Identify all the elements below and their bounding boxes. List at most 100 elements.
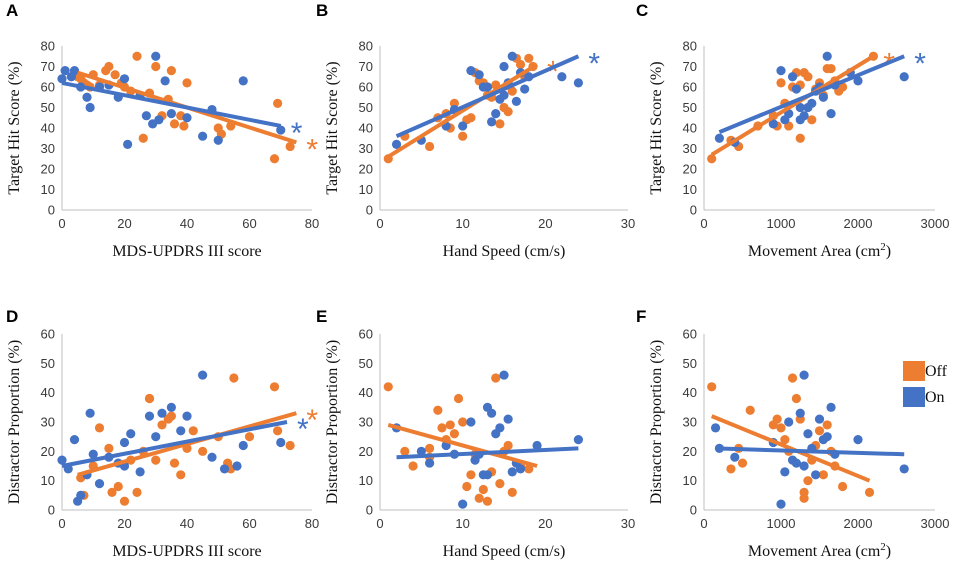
data-point bbox=[166, 109, 176, 119]
y-tick-label: 50 bbox=[41, 100, 55, 115]
x-tick-label: 1000 bbox=[767, 216, 796, 231]
data-point bbox=[899, 464, 909, 474]
data-point bbox=[807, 115, 817, 125]
data-point bbox=[814, 414, 825, 424]
data-point bbox=[458, 121, 468, 131]
data-point bbox=[780, 467, 790, 477]
data-point bbox=[219, 464, 230, 474]
x-tick-label: 60 bbox=[242, 216, 256, 231]
data-point bbox=[503, 107, 513, 117]
y-axis-label: Distractor Proportion (%) bbox=[648, 340, 665, 504]
data-point bbox=[425, 458, 435, 468]
data-point bbox=[515, 464, 526, 474]
data-point bbox=[244, 432, 255, 442]
y-tick-label: 30 bbox=[683, 415, 697, 430]
y-tick-label: 40 bbox=[683, 385, 697, 400]
data-point bbox=[791, 393, 802, 404]
data-point bbox=[449, 429, 459, 439]
trendline-on bbox=[718, 54, 905, 134]
y-tick-label: 60 bbox=[683, 80, 697, 95]
x-tick-label: 3000 bbox=[921, 216, 950, 231]
data-point bbox=[776, 78, 786, 88]
data-point bbox=[269, 382, 280, 392]
data-point bbox=[511, 96, 521, 106]
data-point bbox=[487, 117, 497, 127]
y-tick-label: 30 bbox=[683, 141, 697, 156]
data-point bbox=[795, 408, 805, 418]
significance-star-on: * bbox=[588, 47, 600, 80]
data-point bbox=[515, 59, 526, 70]
y-tick-label: 30 bbox=[359, 141, 373, 156]
series-on-points bbox=[57, 51, 286, 149]
trendline-off bbox=[77, 411, 297, 477]
data-point bbox=[726, 464, 736, 474]
data-point bbox=[838, 481, 848, 492]
data-point bbox=[85, 408, 95, 418]
data-point bbox=[491, 109, 501, 119]
data-point bbox=[791, 84, 802, 94]
data-point bbox=[154, 115, 164, 125]
y-tick-label: 20 bbox=[683, 444, 697, 459]
data-point bbox=[495, 479, 505, 489]
data-point bbox=[780, 435, 790, 445]
y-tick-label: 60 bbox=[683, 327, 697, 342]
data-point bbox=[707, 382, 717, 392]
panel-label: B bbox=[316, 1, 328, 20]
y-tick-label: 70 bbox=[359, 59, 373, 74]
data-point bbox=[437, 423, 447, 433]
data-point bbox=[524, 464, 534, 474]
y-tick-label: 20 bbox=[359, 162, 373, 177]
data-point bbox=[710, 423, 721, 433]
trendline-off bbox=[710, 414, 871, 483]
y-tick-label: 40 bbox=[683, 121, 697, 136]
data-point bbox=[787, 72, 798, 82]
data-point bbox=[822, 420, 832, 430]
legend-swatch-on bbox=[903, 387, 925, 407]
panel-a: A 0 10 20 30 40 50 60 70 80 0 20 40 60 80 MDS-UPDRS III… bbox=[6, 1, 319, 260]
legend: Off On bbox=[903, 361, 948, 407]
data-point bbox=[478, 82, 488, 92]
y-axis-label: Target Hit Score (%) bbox=[6, 61, 23, 194]
data-point bbox=[169, 458, 180, 468]
data-point bbox=[151, 455, 161, 465]
y-tick-label: 0 bbox=[48, 503, 55, 518]
data-point bbox=[772, 414, 782, 424]
y-tick-label: 60 bbox=[359, 80, 373, 95]
data-point bbox=[176, 426, 186, 436]
data-point bbox=[776, 499, 786, 509]
trendline-off bbox=[387, 423, 538, 468]
x-tick-label: 0 bbox=[700, 216, 707, 231]
data-point bbox=[176, 470, 186, 480]
data-point bbox=[119, 74, 130, 84]
x-tick-label: 0 bbox=[58, 216, 65, 231]
data-point bbox=[453, 393, 464, 404]
data-point bbox=[433, 405, 443, 415]
series-off-points bbox=[707, 373, 875, 503]
data-point bbox=[104, 443, 114, 453]
x-tick-label: 2000 bbox=[844, 216, 873, 231]
data-point bbox=[166, 66, 176, 76]
x-tick-label: 0 bbox=[376, 516, 383, 531]
data-point bbox=[737, 458, 748, 468]
data-point bbox=[207, 452, 217, 462]
significance-star-on: * bbox=[297, 413, 309, 446]
data-point bbox=[499, 61, 509, 72]
y-tick-label: 60 bbox=[359, 327, 373, 342]
x-tick-label: 0 bbox=[58, 516, 65, 531]
x-tick-label: 2000 bbox=[844, 516, 873, 531]
trendline-on bbox=[715, 446, 905, 457]
data-point bbox=[791, 458, 802, 468]
data-point bbox=[818, 470, 828, 480]
trendline-on bbox=[396, 446, 579, 460]
data-point bbox=[400, 446, 410, 456]
data-point bbox=[160, 76, 170, 86]
significance-star-off: * bbox=[306, 404, 318, 437]
data-point bbox=[495, 423, 505, 433]
significance-star-on: * bbox=[914, 47, 926, 80]
data-point bbox=[119, 437, 130, 448]
x-tick-label: 20 bbox=[117, 516, 131, 531]
y-tick-label: 70 bbox=[683, 59, 697, 74]
data-point bbox=[491, 373, 501, 383]
data-point bbox=[478, 484, 488, 495]
data-point bbox=[458, 131, 468, 141]
